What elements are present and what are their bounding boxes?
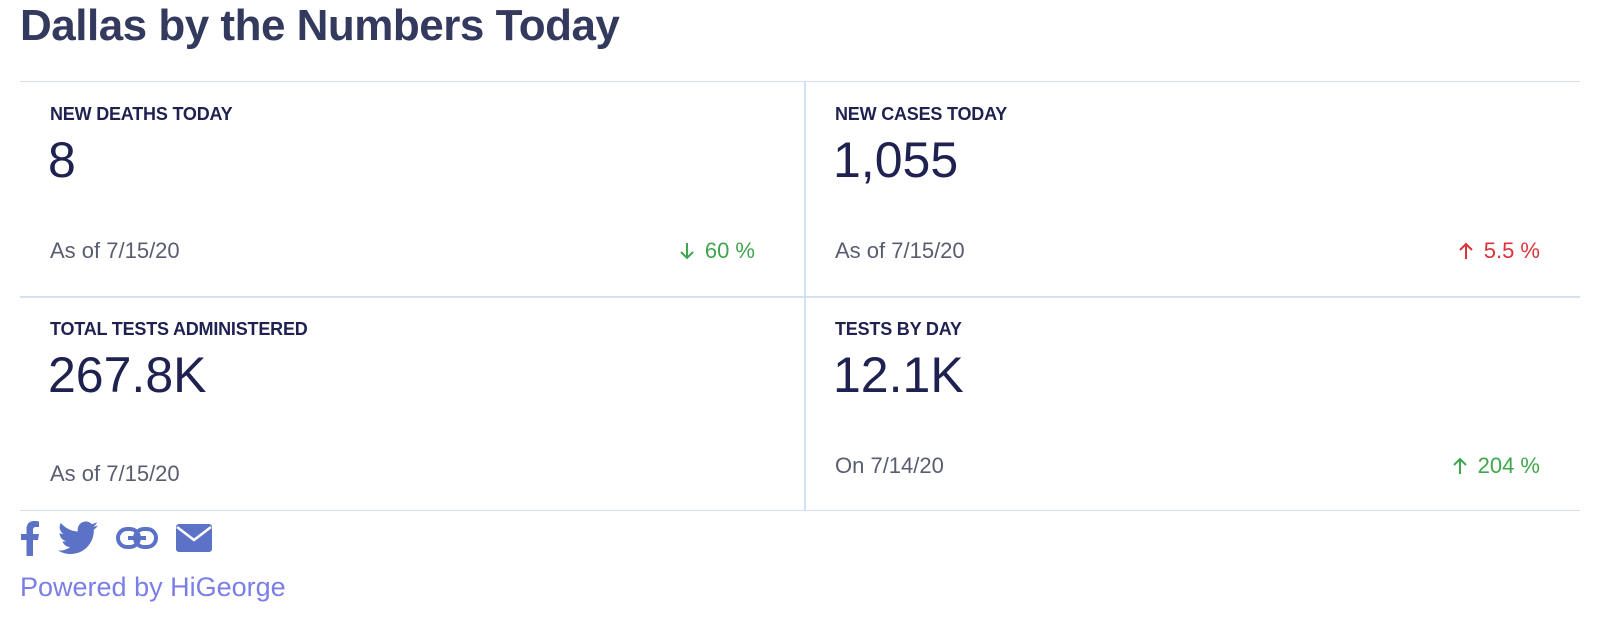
stat-label: NEW DEATHS TODAY [50, 104, 233, 124]
email-icon[interactable] [176, 524, 212, 552]
stat-card-tests-by-day: TESTS BY DAY 12.1K On 7/14/20 204 % [805, 297, 1570, 511]
stat-value: 267.8K [48, 347, 207, 403]
page-title: Dallas by the Numbers Today [20, 1, 620, 50]
stat-change: 5.5 % [1456, 238, 1540, 264]
stat-label: TOTAL TESTS ADMINISTERED [50, 319, 308, 339]
stat-change: 204 % [1450, 453, 1540, 479]
share-bar [20, 520, 212, 556]
stat-value: 8 [48, 132, 76, 188]
stat-value: 12.1K [833, 347, 964, 403]
stat-date: As of 7/15/20 [835, 238, 965, 263]
stat-change-value: 204 % [1477, 453, 1540, 478]
stat-change-value: 60 % [704, 238, 755, 263]
arrow-up-icon [1450, 456, 1470, 476]
link-icon[interactable] [116, 526, 158, 550]
powered-by-link[interactable]: Powered by HiGeorge [20, 572, 286, 602]
stats-grid: NEW DEATHS TODAY 8 As of 7/15/20 60 % NE… [20, 81, 1580, 511]
stat-date: On 7/14/20 [835, 453, 944, 478]
stat-date: As of 7/15/20 [50, 238, 180, 263]
arrow-down-icon [677, 241, 697, 261]
stat-change: 60 % [677, 238, 755, 264]
grid-divider-horizontal [20, 296, 1580, 298]
arrow-up-icon [1456, 241, 1476, 261]
stat-label: NEW CASES TODAY [835, 104, 1008, 124]
stat-label: TESTS BY DAY [835, 319, 962, 339]
facebook-icon[interactable] [20, 520, 40, 556]
stat-card-total-tests: TOTAL TESTS ADMINISTERED 267.8K As of 7/… [20, 297, 785, 511]
stat-card-new-deaths: NEW DEATHS TODAY 8 As of 7/15/20 60 % [20, 82, 785, 296]
stat-date: As of 7/15/20 [50, 461, 180, 486]
stat-value: 1,055 [833, 132, 959, 188]
stat-change-value: 5.5 % [1483, 238, 1540, 263]
twitter-icon[interactable] [58, 521, 98, 555]
stat-card-new-cases: NEW CASES TODAY 1,055 As of 7/15/20 5.5 … [805, 82, 1570, 296]
